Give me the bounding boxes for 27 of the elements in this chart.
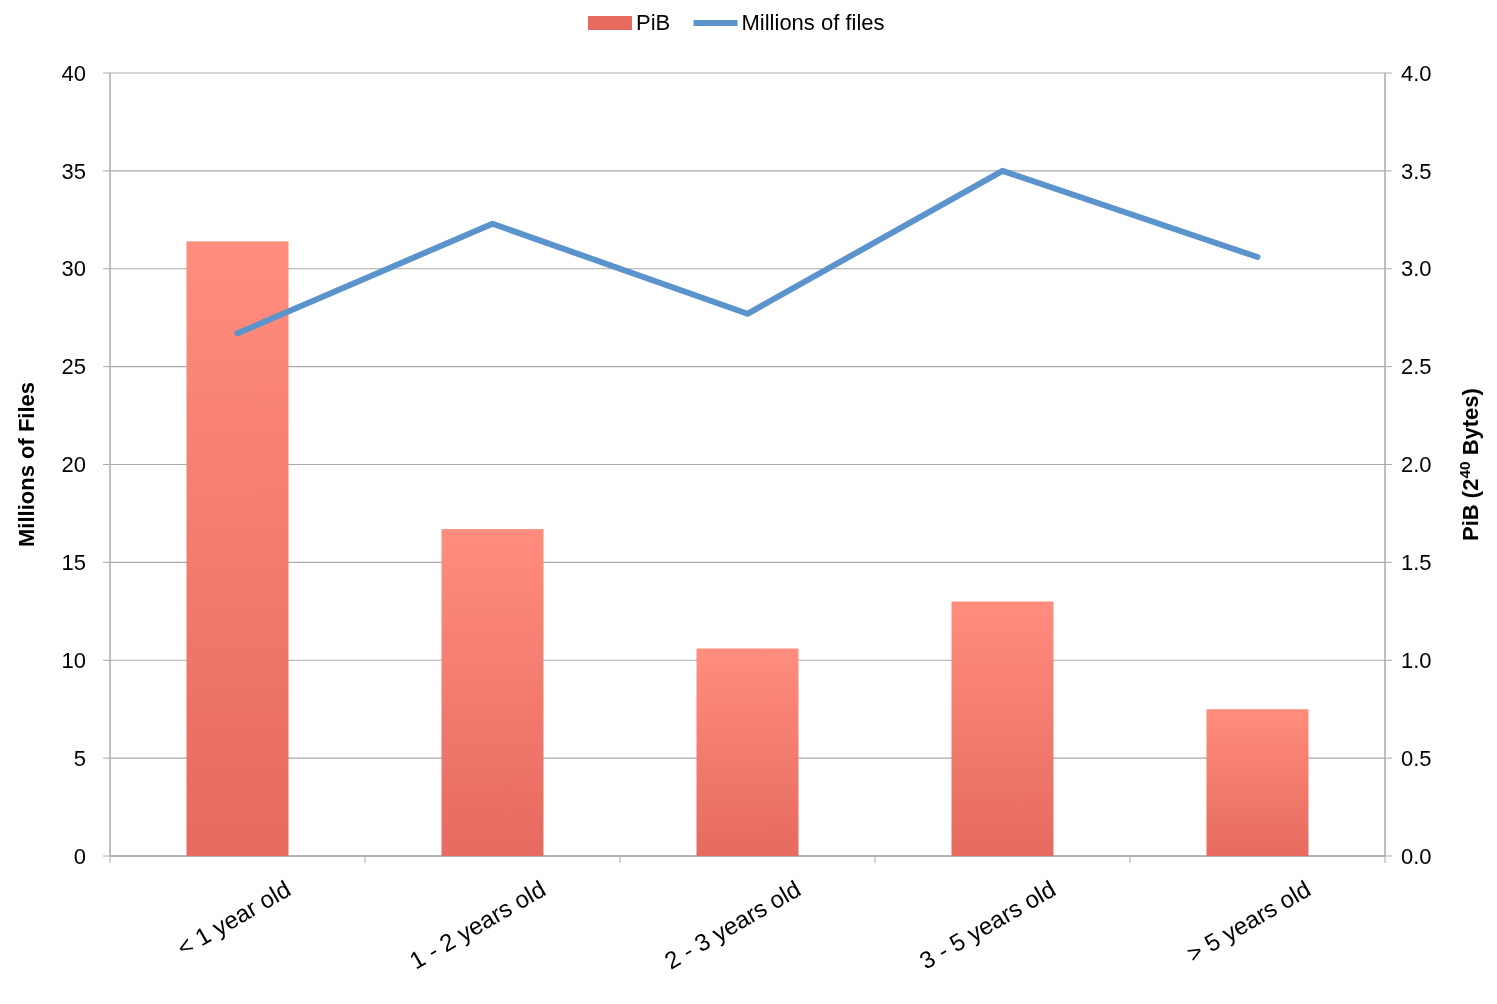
y-tick-label: 10 xyxy=(61,647,86,673)
y2-tick-label: 2.5 xyxy=(1401,354,1432,380)
legend-label: Millions of files xyxy=(741,10,885,35)
y-tick-label: 0 xyxy=(73,843,86,869)
y2-tick-label: 3.0 xyxy=(1401,256,1432,282)
bar xyxy=(186,241,289,856)
y-tick-label: 20 xyxy=(61,452,86,478)
y-tick-label: 40 xyxy=(61,60,86,86)
y-tick-label: 35 xyxy=(61,158,86,184)
y2-tick-label: 2.0 xyxy=(1401,452,1432,478)
bar xyxy=(951,601,1054,856)
bar xyxy=(441,529,544,856)
bar xyxy=(696,648,799,856)
y2-tick-label: 1.0 xyxy=(1401,647,1432,673)
y-tick-label: 30 xyxy=(61,256,86,282)
y2-tick-label: 0.0 xyxy=(1401,843,1432,869)
x-tick-label: < 1 year old xyxy=(172,874,295,962)
y-tick-label: 25 xyxy=(61,354,86,380)
y2-tick-label: 3.5 xyxy=(1401,158,1432,184)
legend-label: PiB xyxy=(636,10,671,35)
y-tick-label: 15 xyxy=(61,550,86,576)
y2-tick-label: 1.5 xyxy=(1401,550,1432,576)
y-tick-label: 5 xyxy=(73,745,86,771)
y-axis-title: Millions of Files xyxy=(14,381,39,548)
y2-tick-label: 0.5 xyxy=(1401,745,1432,771)
bar xyxy=(1206,709,1309,856)
y2-tick-label: 4.0 xyxy=(1401,60,1432,86)
